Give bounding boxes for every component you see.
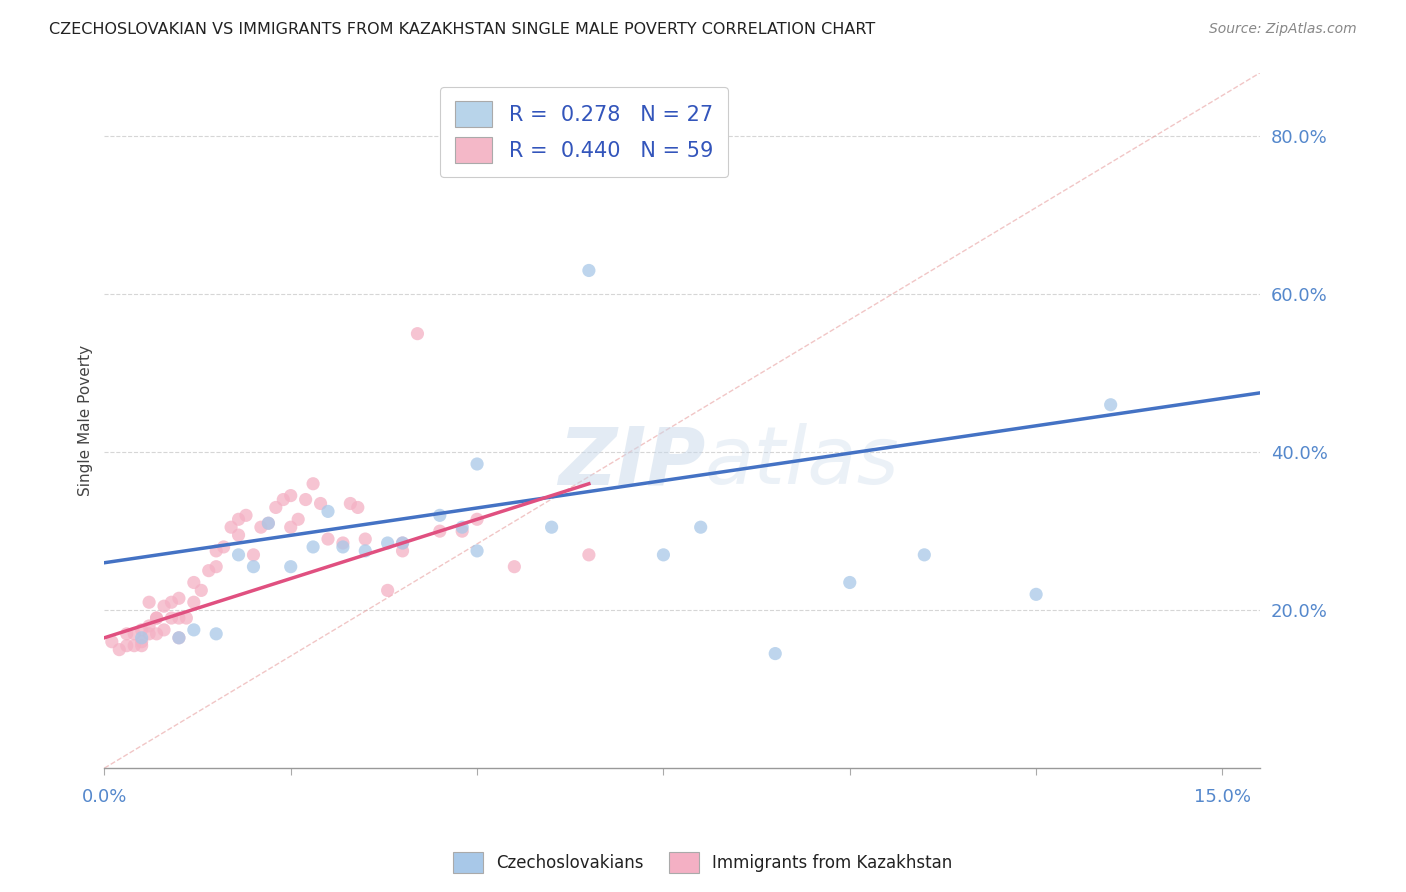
Point [302, 476, 325, 491]
Point [316, 532, 339, 546]
Point [138, 619, 160, 633]
Point [1099, 398, 1122, 412]
Point [391, 536, 413, 550]
Point [578, 548, 600, 562]
Point [176, 611, 198, 625]
Point [354, 532, 377, 546]
Point [280, 559, 302, 574]
Point [377, 583, 399, 598]
Point [138, 595, 160, 609]
Point [429, 508, 451, 523]
Point [316, 504, 339, 518]
Point [503, 559, 526, 574]
Point [183, 595, 205, 609]
Point [197, 564, 219, 578]
Point [689, 520, 711, 534]
Point [429, 524, 451, 538]
Point [235, 508, 257, 523]
Point [190, 583, 212, 598]
Point [205, 627, 228, 641]
Point [183, 575, 205, 590]
Point [205, 544, 228, 558]
Point [145, 611, 167, 625]
Point [391, 544, 413, 558]
Point [101, 634, 124, 648]
Point [465, 457, 488, 471]
Point [183, 623, 205, 637]
Point [540, 520, 562, 534]
Point [280, 520, 302, 534]
Point [294, 492, 316, 507]
Point [115, 639, 138, 653]
Point [153, 599, 176, 614]
Point [1025, 587, 1047, 601]
Text: 15.0%: 15.0% [1194, 788, 1251, 805]
Point [131, 634, 153, 648]
Point [309, 496, 332, 510]
Text: ZIP: ZIP [558, 424, 706, 501]
Point [280, 489, 302, 503]
Point [122, 639, 145, 653]
Y-axis label: Single Male Poverty: Single Male Poverty [79, 345, 93, 496]
Point [242, 559, 264, 574]
Point [578, 263, 600, 277]
Point [160, 595, 183, 609]
Text: 0.0%: 0.0% [82, 788, 127, 805]
Point [332, 540, 354, 554]
Point [108, 642, 131, 657]
Point [131, 631, 153, 645]
Point [138, 627, 160, 641]
Point [391, 536, 413, 550]
Text: CZECHOSLOVAKIAN VS IMMIGRANTS FROM KAZAKHSTAN SINGLE MALE POVERTY CORRELATION CH: CZECHOSLOVAKIAN VS IMMIGRANTS FROM KAZAK… [49, 22, 876, 37]
Point [153, 623, 176, 637]
Legend: R =  0.278   N = 27, R =  0.440   N = 59: R = 0.278 N = 27, R = 0.440 N = 59 [440, 87, 728, 178]
Point [167, 631, 190, 645]
Point [145, 611, 167, 625]
Point [122, 627, 145, 641]
Point [257, 516, 280, 531]
Text: Source: ZipAtlas.com: Source: ZipAtlas.com [1209, 22, 1357, 37]
Point [838, 575, 860, 590]
Point [242, 548, 264, 562]
Point [377, 536, 399, 550]
Point [465, 544, 488, 558]
Point [160, 611, 183, 625]
Point [451, 520, 474, 534]
Point [167, 611, 190, 625]
Point [145, 627, 167, 641]
Point [264, 500, 287, 515]
Point [271, 492, 294, 507]
Point [346, 500, 368, 515]
Point [451, 524, 474, 538]
Point [912, 548, 935, 562]
Point [131, 639, 153, 653]
Point [257, 516, 280, 531]
Point [228, 548, 250, 562]
Point [131, 623, 153, 637]
Point [212, 540, 235, 554]
Point [302, 540, 325, 554]
Point [167, 631, 190, 645]
Point [219, 520, 242, 534]
Point [250, 520, 273, 534]
Point [167, 591, 190, 606]
Point [228, 528, 250, 542]
Point [339, 496, 361, 510]
Point [763, 647, 786, 661]
Point [652, 548, 675, 562]
Point [354, 544, 377, 558]
Text: atlas: atlas [706, 424, 900, 501]
Point [406, 326, 429, 341]
Point [332, 536, 354, 550]
Point [465, 512, 488, 526]
Legend: Czechoslovakians, Immigrants from Kazakhstan: Czechoslovakians, Immigrants from Kazakh… [447, 846, 959, 880]
Point [205, 559, 228, 574]
Point [115, 627, 138, 641]
Point [287, 512, 309, 526]
Point [228, 512, 250, 526]
